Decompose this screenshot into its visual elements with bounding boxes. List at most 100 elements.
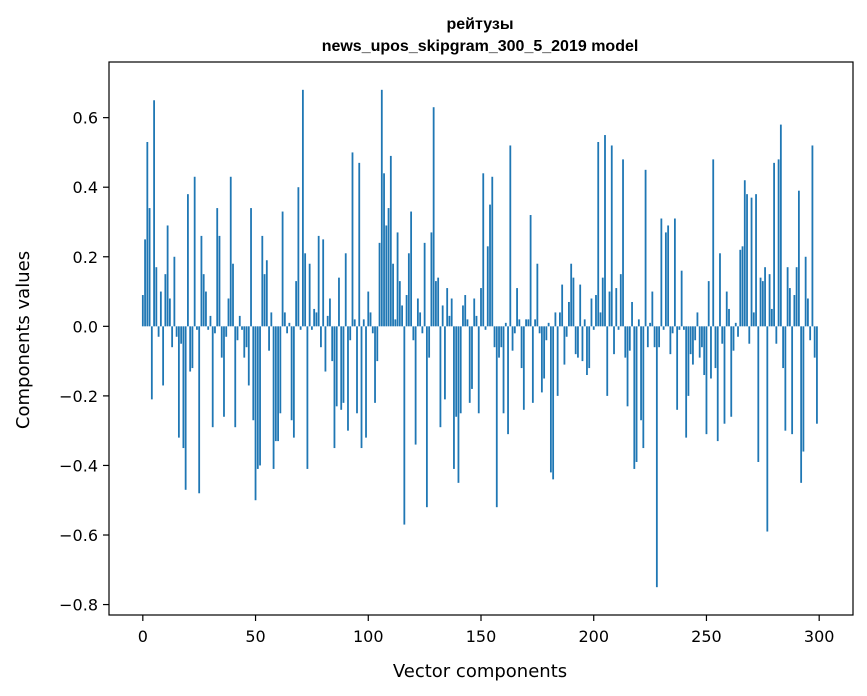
bar: [144, 239, 146, 327]
y-axis-ticks: −0.8 −0.6 −0.4 −0.2 0.0 0.2 0.4 0.6: [59, 109, 109, 615]
bar: [671, 326, 674, 334]
bar: [644, 169, 647, 327]
bar: [592, 326, 595, 330]
y-tick-label: 0.2: [73, 248, 98, 267]
bar: [572, 277, 575, 327]
x-axis-ticks: 0 50 100 150 200 250 300: [138, 615, 835, 646]
bar: [274, 326, 277, 442]
x-tick-label: 100: [353, 627, 384, 646]
bar: [365, 326, 367, 438]
bar: [182, 326, 185, 449]
bar: [770, 308, 773, 327]
bar: [317, 235, 320, 327]
bar: [428, 326, 431, 358]
y-tick-label: −0.8: [59, 596, 98, 615]
bar: [586, 326, 588, 376]
bar: [574, 326, 577, 355]
bar: [412, 326, 415, 341]
bar: [579, 284, 582, 327]
bar: [628, 326, 631, 351]
bar: [448, 315, 451, 327]
bar: [498, 326, 500, 358]
bar: [196, 326, 198, 330]
bar: [180, 326, 183, 344]
bar: [238, 315, 241, 327]
bar: [279, 326, 282, 414]
bar: [315, 312, 318, 327]
bar: [746, 194, 748, 327]
bar: [150, 326, 153, 400]
bar: [218, 235, 221, 327]
bar: [313, 308, 316, 327]
bar: [416, 298, 419, 327]
bar: [793, 295, 796, 327]
bar: [141, 295, 144, 327]
bar: [777, 159, 780, 327]
bar: [466, 319, 469, 327]
bar: [405, 295, 408, 327]
bar: [166, 225, 169, 327]
bar: [250, 208, 252, 327]
bar: [764, 267, 766, 327]
bar: [385, 225, 388, 327]
bar: [261, 235, 264, 327]
bar: [259, 326, 261, 466]
bar: [374, 326, 376, 403]
y-tick-label: −0.6: [59, 526, 98, 545]
bar: [500, 326, 503, 348]
bar: [410, 211, 413, 327]
bar: [324, 326, 327, 372]
bar: [211, 326, 214, 428]
bar: [495, 326, 498, 508]
bar: [187, 194, 189, 327]
chart-title: рейтузы: [446, 16, 513, 33]
bar: [243, 326, 246, 358]
bar: [692, 326, 694, 365]
bar: [155, 267, 158, 327]
bar: [624, 326, 627, 358]
bar: [247, 326, 250, 386]
bar: [570, 263, 573, 327]
bar: [662, 326, 665, 330]
bar: [473, 298, 476, 327]
bar: [531, 326, 534, 403]
bar: [441, 305, 444, 327]
bar: [556, 326, 559, 396]
bar: [752, 312, 755, 327]
bar: [750, 197, 753, 327]
bar: [387, 208, 390, 327]
bar: [568, 301, 570, 327]
x-tick-label: 0: [138, 627, 148, 646]
bar: [730, 326, 733, 417]
bar: [518, 319, 521, 327]
bar: [816, 326, 818, 424]
bar: [516, 288, 518, 327]
bar: [664, 232, 667, 327]
bar: [457, 326, 460, 483]
bar: [306, 326, 309, 469]
bar: [809, 326, 812, 341]
bar: [414, 326, 417, 445]
bar: [606, 326, 609, 396]
bar: [714, 326, 717, 369]
bar: [344, 253, 347, 327]
x-tick-label: 300: [804, 627, 835, 646]
bar: [299, 326, 302, 330]
bar: [437, 277, 440, 327]
bar: [804, 256, 807, 327]
bar: [694, 326, 697, 341]
bar: [642, 326, 645, 449]
bar: [797, 190, 800, 327]
bar: [502, 326, 505, 414]
bar: [191, 326, 194, 369]
bar: [766, 326, 769, 532]
bar: [335, 326, 338, 407]
bar: [549, 326, 552, 473]
bar: [800, 326, 803, 483]
y-tick-label: 0.6: [73, 109, 98, 128]
bar: [739, 249, 742, 327]
bar: [811, 145, 814, 327]
bar: [669, 326, 672, 355]
bar: [698, 326, 701, 358]
